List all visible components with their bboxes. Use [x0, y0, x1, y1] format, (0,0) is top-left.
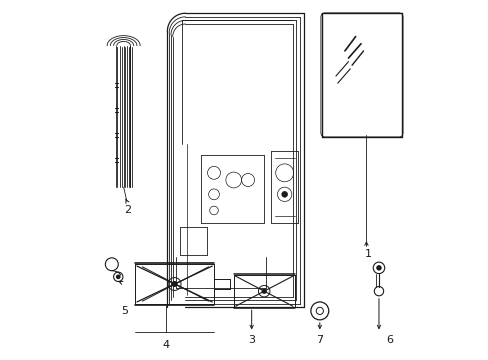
Circle shape: [116, 275, 120, 279]
Text: 5: 5: [121, 306, 127, 316]
Circle shape: [281, 192, 287, 197]
Text: 4: 4: [162, 340, 169, 350]
Circle shape: [172, 282, 177, 287]
Text: 2: 2: [124, 206, 131, 216]
Text: 6: 6: [386, 334, 392, 345]
Circle shape: [376, 266, 380, 270]
Text: 1: 1: [364, 248, 371, 258]
Text: 3: 3: [248, 334, 255, 345]
Text: 7: 7: [316, 334, 323, 345]
Circle shape: [262, 289, 266, 293]
